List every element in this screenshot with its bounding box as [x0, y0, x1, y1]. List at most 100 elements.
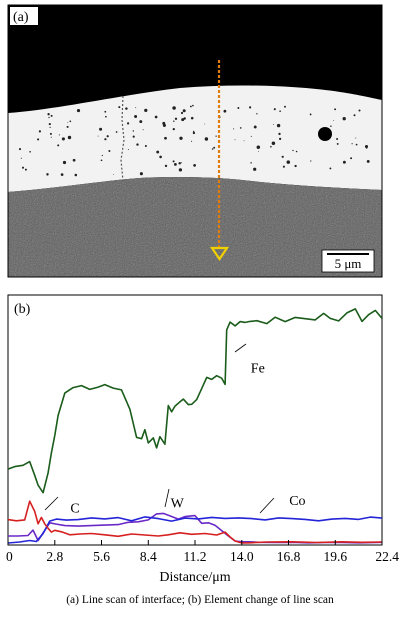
- pore-dot: [258, 151, 260, 152]
- pore-dot: [233, 128, 235, 130]
- pore-dot: [156, 150, 160, 154]
- pore-dot: [67, 135, 72, 140]
- pore-dot: [330, 125, 332, 127]
- pore-dot: [99, 127, 103, 131]
- pore-dot: [112, 174, 114, 175]
- figure-caption: (a) Line scan of interface; (b) Element …: [66, 594, 334, 606]
- pore-dot: [278, 132, 281, 136]
- pore-dot: [253, 167, 257, 171]
- sem-image-panel: (a) 5 μm: [8, 5, 382, 277]
- coating-layer: [8, 85, 382, 192]
- pore-dot: [273, 123, 275, 125]
- pore-dot: [294, 164, 297, 168]
- pore-dot: [253, 125, 257, 129]
- leader-line-c: [44, 496, 59, 511]
- pore-dot: [193, 164, 196, 167]
- leader-line-fe: [234, 343, 247, 353]
- line-scan-chart: (b) Fe W Co C 0 2.8 5.6 8.4 11.2 14.0 16.8 19.6 22.…: [6, 294, 399, 585]
- pore-dot: [134, 115, 138, 118]
- pore-dot: [66, 125, 69, 128]
- pore-dot: [204, 137, 209, 141]
- panel-a-label-box: [10, 7, 38, 25]
- pore-dot: [353, 114, 356, 117]
- pore-dot: [256, 113, 258, 115]
- pore-dot: [295, 150, 298, 153]
- pore-dot: [284, 105, 286, 108]
- pore-dot: [105, 115, 107, 118]
- pore-dot: [178, 162, 181, 165]
- x-tick-label: 0: [6, 549, 13, 564]
- pore-dot: [192, 131, 196, 135]
- pore-dot: [172, 127, 175, 131]
- pore-dot: [355, 143, 358, 146]
- pore-dot: [364, 144, 369, 149]
- pore-dot: [136, 143, 139, 146]
- pore-dot: [72, 158, 76, 162]
- pore-dot: [135, 107, 137, 109]
- pore-dot: [172, 106, 176, 110]
- sem-frame: [7, 4, 383, 278]
- pore-dot: [108, 150, 111, 152]
- pore-dot: [100, 159, 103, 162]
- pore-dot: [173, 162, 177, 166]
- pore-dot: [162, 123, 166, 127]
- x-axis-ticks: 0 2.8 5.6 8.4 11.2 14.0 16.8 19.6 22.4: [6, 540, 399, 564]
- large-pore: [318, 127, 332, 141]
- pore-dot: [49, 132, 52, 135]
- pore-dot: [132, 130, 134, 132]
- pore-dot: [159, 155, 162, 159]
- pore-dot: [310, 160, 312, 162]
- pore-dot: [278, 137, 282, 141]
- pore-dot: [164, 164, 168, 168]
- pore-dot: [273, 108, 276, 111]
- pore-dot: [351, 143, 353, 145]
- pore-dot: [243, 140, 245, 142]
- pore-dot: [204, 123, 206, 125]
- pore-dot: [174, 117, 178, 120]
- pore-dot: [180, 111, 184, 115]
- scan-arrow-marker: [209, 246, 230, 261]
- x-tick-label: 19.6: [323, 549, 347, 564]
- pore-dot: [106, 135, 109, 138]
- pore-dot: [144, 144, 147, 148]
- pore-dot: [37, 138, 40, 141]
- pore-dot: [29, 151, 31, 153]
- pore-dot: [180, 162, 182, 164]
- pore-dot: [342, 160, 346, 164]
- leader-line-co: [259, 497, 275, 514]
- panel-a-label: (a): [13, 10, 29, 25]
- pore-dot: [97, 135, 99, 137]
- pore-dot: [61, 137, 65, 141]
- pore-dot: [350, 157, 353, 160]
- series-label-fe: Fe: [251, 362, 265, 377]
- x-tick-label: 2.8: [46, 549, 63, 564]
- pore-dot: [172, 160, 175, 163]
- pore-dot: [215, 135, 217, 137]
- pore-dot: [118, 106, 121, 109]
- panel-b-label: (b): [14, 302, 31, 317]
- pore-dot: [142, 129, 144, 131]
- pore-dot: [358, 109, 361, 112]
- pore-dot: [282, 165, 285, 168]
- pore-dot: [249, 106, 252, 109]
- pore-dot: [366, 159, 370, 163]
- pore-dot: [101, 154, 103, 157]
- pore-dot: [333, 120, 335, 121]
- pore-dot: [190, 116, 194, 120]
- pore-dot: [104, 110, 107, 113]
- pore-dot: [279, 110, 281, 112]
- pore-dot: [292, 149, 294, 152]
- pore-dot: [286, 160, 291, 164]
- pore-dot: [47, 113, 50, 116]
- x-axis-label: Distance/μm: [159, 570, 230, 585]
- pore-dot: [234, 139, 236, 141]
- pore-dot: [132, 135, 135, 138]
- pore-dot: [48, 123, 51, 126]
- pore-dot: [74, 173, 78, 177]
- pore-dot: [48, 116, 50, 119]
- plot-frame: [7, 294, 383, 546]
- pore-dot: [190, 105, 192, 108]
- pore-dot: [46, 173, 49, 176]
- x-tick-label: 16.8: [277, 549, 301, 564]
